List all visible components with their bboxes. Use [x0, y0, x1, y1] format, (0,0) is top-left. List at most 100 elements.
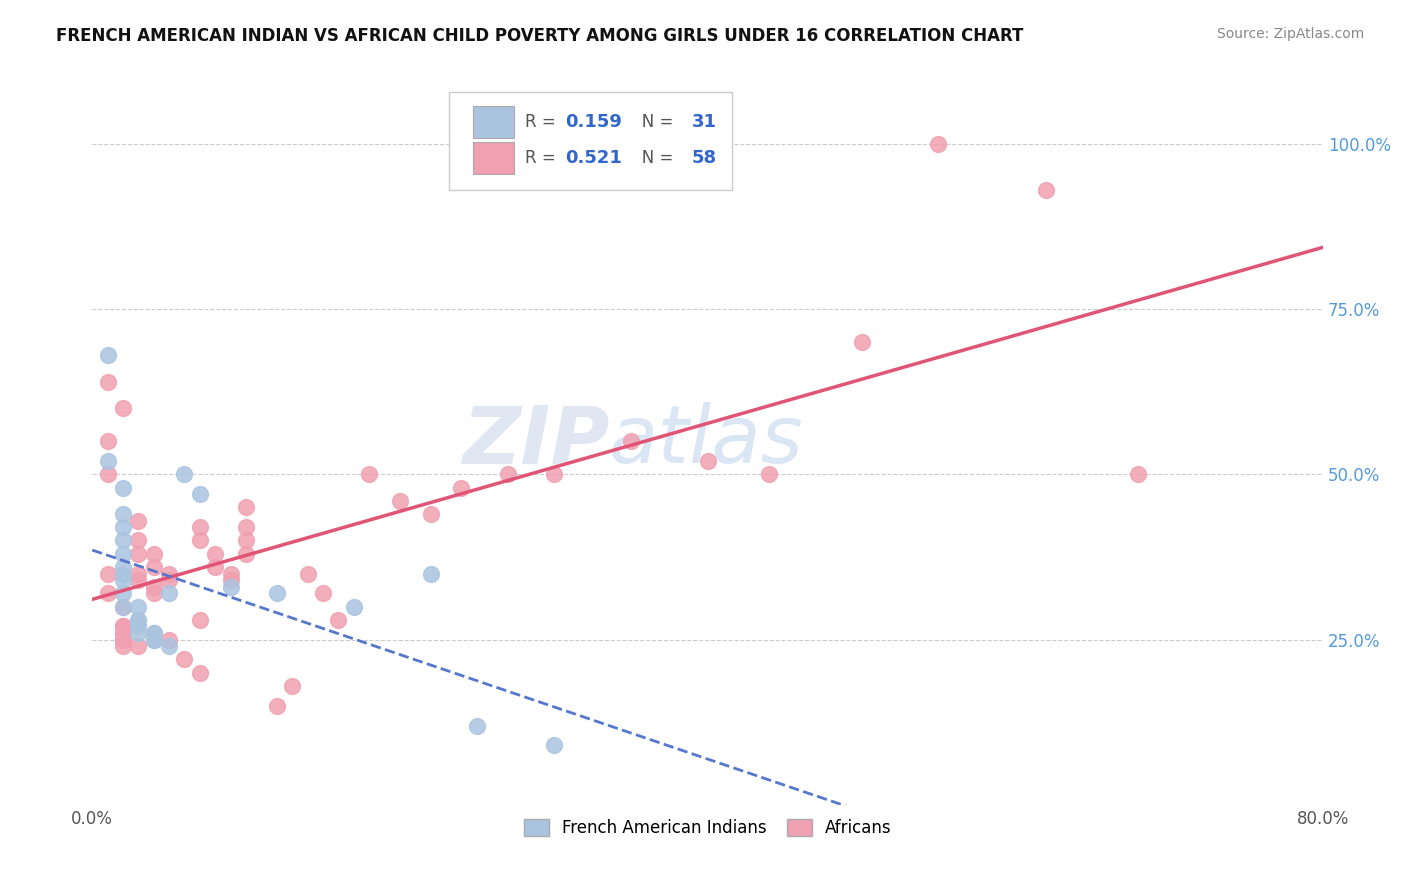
- Point: [111, 640, 134, 654]
- Point: [157, 566, 180, 581]
- Point: [266, 698, 288, 713]
- Point: [111, 599, 134, 614]
- Point: [173, 467, 195, 482]
- Point: [111, 619, 134, 633]
- Point: [127, 514, 149, 528]
- Point: [111, 586, 134, 600]
- Point: [188, 613, 211, 627]
- Point: [111, 626, 134, 640]
- Point: [111, 533, 134, 548]
- Point: [359, 467, 381, 482]
- Point: [388, 493, 411, 508]
- Point: [188, 487, 211, 501]
- Point: [142, 586, 165, 600]
- Point: [465, 718, 488, 732]
- Text: N =: N =: [627, 112, 679, 131]
- FancyBboxPatch shape: [472, 142, 515, 174]
- Point: [97, 434, 120, 449]
- Point: [111, 619, 134, 633]
- Point: [142, 547, 165, 561]
- Point: [157, 586, 180, 600]
- Point: [127, 573, 149, 587]
- Point: [188, 665, 211, 680]
- Text: Source: ZipAtlas.com: Source: ZipAtlas.com: [1216, 27, 1364, 41]
- Point: [111, 599, 134, 614]
- Point: [204, 560, 226, 574]
- Point: [188, 520, 211, 534]
- Point: [111, 560, 134, 574]
- Text: R =: R =: [526, 149, 561, 167]
- Point: [758, 467, 780, 482]
- Point: [111, 401, 134, 416]
- Point: [328, 613, 350, 627]
- Point: [111, 632, 134, 647]
- Point: [543, 739, 565, 753]
- Point: [127, 566, 149, 581]
- Text: 0.521: 0.521: [565, 149, 621, 167]
- Point: [496, 467, 519, 482]
- Point: [127, 613, 149, 627]
- Point: [97, 467, 120, 482]
- Point: [219, 573, 242, 587]
- FancyBboxPatch shape: [472, 106, 515, 138]
- Point: [927, 136, 949, 151]
- Point: [297, 566, 319, 581]
- Text: 58: 58: [692, 149, 717, 167]
- Point: [235, 520, 257, 534]
- Point: [127, 640, 149, 654]
- Point: [312, 586, 335, 600]
- Point: [1035, 183, 1057, 197]
- Point: [111, 632, 134, 647]
- Point: [851, 334, 873, 349]
- Point: [281, 679, 304, 693]
- Point: [204, 547, 226, 561]
- Point: [235, 547, 257, 561]
- Text: 0.159: 0.159: [565, 112, 621, 131]
- Point: [127, 599, 149, 614]
- Point: [111, 547, 134, 561]
- Point: [111, 520, 134, 534]
- Legend: French American Indians, Africans: French American Indians, Africans: [517, 813, 898, 844]
- Point: [188, 533, 211, 548]
- Text: N =: N =: [627, 149, 679, 167]
- Point: [97, 454, 120, 468]
- Point: [142, 560, 165, 574]
- Point: [142, 632, 165, 647]
- Point: [419, 507, 441, 521]
- Point: [219, 580, 242, 594]
- Text: atlas: atlas: [609, 402, 804, 480]
- Point: [111, 481, 134, 495]
- Point: [173, 652, 195, 666]
- Text: ZIP: ZIP: [461, 402, 609, 480]
- Point: [266, 586, 288, 600]
- Point: [97, 566, 120, 581]
- Point: [111, 507, 134, 521]
- Point: [696, 454, 718, 468]
- Point: [127, 619, 149, 633]
- Text: 31: 31: [692, 112, 717, 131]
- Point: [235, 533, 257, 548]
- Point: [142, 580, 165, 594]
- Point: [127, 626, 149, 640]
- FancyBboxPatch shape: [449, 92, 733, 190]
- Point: [142, 626, 165, 640]
- Point: [97, 348, 120, 362]
- Text: FRENCH AMERICAN INDIAN VS AFRICAN CHILD POVERTY AMONG GIRLS UNDER 16 CORRELATION: FRENCH AMERICAN INDIAN VS AFRICAN CHILD …: [56, 27, 1024, 45]
- Point: [157, 573, 180, 587]
- Point: [235, 500, 257, 515]
- Point: [111, 573, 134, 587]
- Point: [1128, 467, 1150, 482]
- Point: [450, 481, 472, 495]
- Text: R =: R =: [526, 112, 561, 131]
- Point: [127, 547, 149, 561]
- Point: [219, 566, 242, 581]
- Point: [157, 632, 180, 647]
- Point: [620, 434, 643, 449]
- Point: [142, 626, 165, 640]
- Point: [127, 533, 149, 548]
- Point: [543, 467, 565, 482]
- Point: [127, 613, 149, 627]
- Point: [157, 640, 180, 654]
- Point: [111, 566, 134, 581]
- Point: [343, 599, 366, 614]
